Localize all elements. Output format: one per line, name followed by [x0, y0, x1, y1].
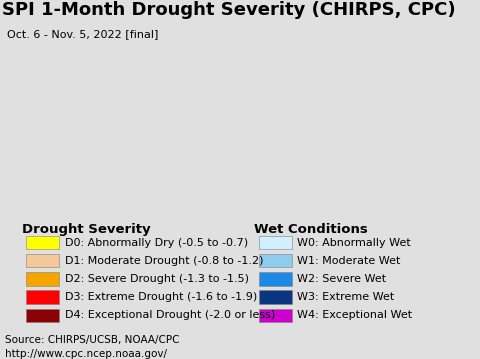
- Text: SPI 1-Month Drought Severity (CHIRPS, CPC): SPI 1-Month Drought Severity (CHIRPS, CP…: [2, 1, 456, 19]
- FancyBboxPatch shape: [259, 290, 292, 304]
- Text: D2: Severe Drought (-1.3 to -1.5): D2: Severe Drought (-1.3 to -1.5): [65, 274, 249, 284]
- Text: W1: Moderate Wet: W1: Moderate Wet: [297, 256, 400, 266]
- FancyBboxPatch shape: [26, 236, 59, 249]
- Text: D1: Moderate Drought (-0.8 to -1.2): D1: Moderate Drought (-0.8 to -1.2): [65, 256, 264, 266]
- Text: D3: Extreme Drought (-1.6 to -1.9): D3: Extreme Drought (-1.6 to -1.9): [65, 292, 257, 302]
- Text: Oct. 6 - Nov. 5, 2022 [final]: Oct. 6 - Nov. 5, 2022 [final]: [7, 29, 158, 39]
- FancyBboxPatch shape: [26, 272, 59, 285]
- Text: D0: Abnormally Dry (-0.5 to -0.7): D0: Abnormally Dry (-0.5 to -0.7): [65, 238, 248, 248]
- Text: Wet Conditions: Wet Conditions: [254, 223, 368, 236]
- Text: W3: Extreme Wet: W3: Extreme Wet: [297, 292, 394, 302]
- Text: W2: Severe Wet: W2: Severe Wet: [297, 274, 386, 284]
- Text: D4: Exceptional Drought (-2.0 or less): D4: Exceptional Drought (-2.0 or less): [65, 310, 275, 320]
- FancyBboxPatch shape: [259, 254, 292, 267]
- FancyBboxPatch shape: [26, 290, 59, 304]
- Text: Drought Severity: Drought Severity: [22, 223, 150, 236]
- Text: W0: Abnormally Wet: W0: Abnormally Wet: [297, 238, 410, 248]
- FancyBboxPatch shape: [26, 309, 59, 322]
- FancyBboxPatch shape: [259, 309, 292, 322]
- Text: Source: CHIRPS/UCSB, NOAA/CPC: Source: CHIRPS/UCSB, NOAA/CPC: [5, 335, 180, 345]
- FancyBboxPatch shape: [259, 272, 292, 285]
- FancyBboxPatch shape: [259, 236, 292, 249]
- Text: W4: Exceptional Wet: W4: Exceptional Wet: [297, 310, 412, 320]
- Text: http://www.cpc.ncep.noaa.gov/: http://www.cpc.ncep.noaa.gov/: [5, 349, 167, 359]
- FancyBboxPatch shape: [26, 254, 59, 267]
